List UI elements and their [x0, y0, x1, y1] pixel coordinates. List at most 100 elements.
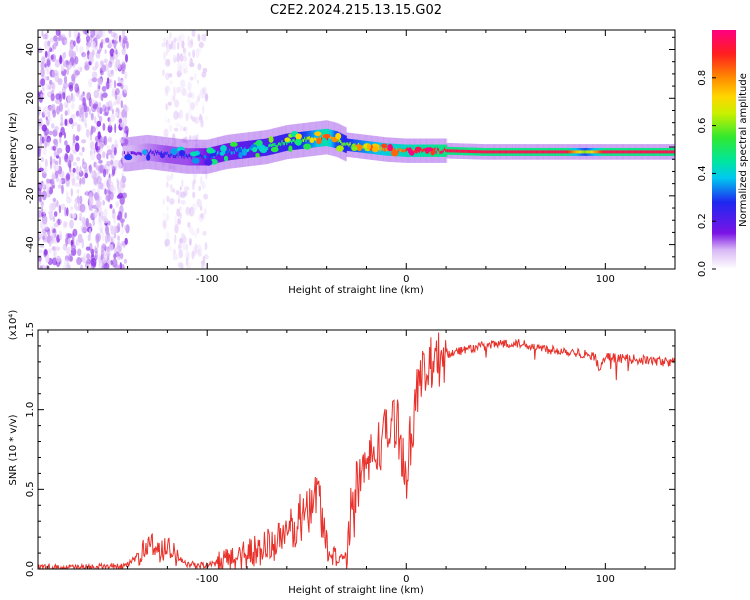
noise-blob: [201, 71, 207, 78]
noise-blob: [96, 176, 102, 184]
noise-blob: [173, 38, 176, 45]
y-tick-label: 0.5: [25, 481, 36, 497]
noise-blob: [45, 116, 48, 121]
noise-blob: [51, 44, 55, 53]
ridge-core: [326, 137, 329, 141]
noise-blob: [95, 234, 99, 244]
noise-blob: [176, 52, 180, 63]
noise-blob: [174, 127, 179, 132]
noise-blob: [97, 185, 100, 196]
noise-blob: [119, 179, 124, 188]
noise-blob: [165, 103, 168, 111]
noise-blob: [46, 179, 53, 184]
ridge-core: [582, 150, 585, 154]
noise-blob: [75, 44, 79, 53]
ridge-core: [282, 142, 285, 146]
noise-blob: [198, 185, 201, 191]
ridge-core: [673, 150, 675, 154]
ridge-core: [264, 146, 267, 150]
noise-blob: [201, 260, 204, 269]
ridge-core: [483, 150, 486, 154]
ridge-core: [148, 151, 152, 155]
ridge-core: [472, 150, 475, 154]
noise-blob: [91, 171, 95, 177]
noise-blob: [92, 127, 96, 133]
noise-blob: [52, 109, 57, 118]
noise-blob: [41, 56, 46, 65]
ridge-band: [439, 144, 442, 157]
ridge-core: [486, 150, 490, 154]
ridge-core: [273, 143, 276, 147]
noise-blob: [165, 36, 172, 45]
ridge-core: [307, 136, 310, 140]
noise-blob: [59, 102, 63, 113]
spectrogram-heatmap: [38, 30, 675, 269]
ridge-core: [451, 149, 454, 153]
ridge-core: [402, 149, 405, 153]
noise-blob: [56, 150, 60, 156]
ridge-core: [651, 150, 654, 154]
ridge-blob: [387, 144, 393, 151]
noise-blob: [96, 239, 100, 249]
ridge-band: [153, 144, 156, 162]
ridge-core: [405, 148, 408, 152]
noise-blob: [100, 249, 105, 259]
ridge-core: [151, 151, 154, 155]
noise-blob: [203, 253, 209, 260]
noise-blob: [110, 31, 116, 38]
ridge-core: [176, 153, 179, 156]
noise-blob: [162, 220, 167, 230]
noise-blob: [70, 244, 77, 251]
noise-blob: [182, 55, 188, 62]
ridge-core: [545, 150, 548, 154]
noise-blob: [173, 90, 177, 96]
ridge-core: [614, 150, 617, 154]
ridge-core: [520, 150, 523, 154]
noise-blob: [72, 167, 76, 173]
noise-blob: [96, 153, 102, 161]
noise-blob: [166, 174, 172, 182]
ridge-blob: [189, 151, 198, 157]
noise-blob: [79, 46, 84, 54]
noise-blob: [78, 151, 83, 156]
ridge-core: [435, 151, 438, 154]
ridge-core: [197, 154, 200, 157]
noise-blob: [116, 82, 122, 87]
ridge-core: [547, 150, 550, 154]
noise-blob: [121, 109, 126, 118]
noise-blob: [65, 178, 70, 187]
ridge-core: [538, 150, 541, 154]
noise-blob: [170, 187, 175, 193]
ridge-core: [543, 150, 546, 154]
ridge-core: [165, 152, 168, 156]
noise-blob: [61, 92, 66, 100]
ridge-blob: [268, 136, 274, 143]
ridge-blob: [409, 150, 415, 156]
noise-blob: [46, 68, 49, 75]
noise-blob: [71, 102, 75, 110]
noise-blob: [120, 122, 125, 128]
ridge-core: [457, 149, 460, 153]
noise-blob: [112, 225, 118, 234]
noise-blob: [88, 78, 93, 88]
noise-blob: [162, 69, 165, 77]
noise-blob: [110, 69, 114, 75]
ridge-core: [466, 149, 469, 153]
noise-blob: [75, 196, 81, 204]
ridge-band: [231, 142, 234, 160]
noise-blob: [74, 182, 80, 187]
ridge-core: [436, 147, 439, 151]
ridge-core: [510, 150, 513, 154]
ridge-core: [539, 150, 542, 154]
noise-blob: [107, 220, 111, 226]
noise-blob: [180, 199, 186, 205]
ridge-core: [575, 150, 578, 154]
ridge-band: [234, 142, 238, 160]
noise-blob: [85, 246, 91, 251]
x-tick-label: 100: [596, 274, 615, 285]
noise-blob: [167, 118, 171, 124]
ridge-core: [318, 135, 321, 139]
ridge-core: [338, 138, 341, 142]
noise-blob: [87, 234, 91, 242]
noise-blob: [42, 33, 48, 40]
